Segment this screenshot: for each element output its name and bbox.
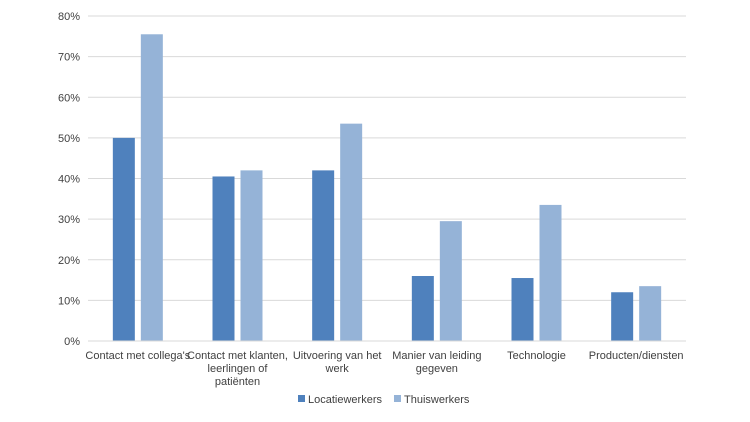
x-category-label-line: Contact met collega's: [85, 350, 190, 362]
x-category-label: Uitvoering van het werk: [293, 350, 382, 375]
bars: [112, 34, 662, 341]
legend-label-thuiswerkers: Thuiswerkers: [404, 394, 470, 406]
x-category-label-line: Uitvoering van het: [293, 350, 382, 362]
x-category-label: Producten/diensten: [589, 350, 684, 362]
bar-locatiewerkers-4: [511, 278, 534, 341]
x-category-label: Contact met collega's: [85, 350, 190, 362]
legend-label-locatiewerkers: Locatiewerkers: [308, 394, 382, 406]
bar-thuiswerkers-0: [140, 34, 163, 341]
gridlines: [88, 15, 686, 301]
bar-locatiewerkers-1: [212, 176, 235, 341]
bar-thuiswerkers-3: [439, 221, 462, 341]
y-tick-label: 10%: [58, 295, 80, 307]
x-category-label: Technologie: [507, 350, 566, 362]
legend-swatch-thuiswerkers: [393, 395, 401, 402]
x-category-label-line: leerlingen of: [208, 363, 269, 375]
x-category-label: Contact met klanten, leerlingen of patiënt…: [187, 350, 288, 388]
x-category-label-line: patiënten: [215, 376, 260, 388]
x-category-label-line: Producten/diensten: [589, 350, 684, 362]
y-tick-label: 60%: [58, 92, 80, 104]
y-tick-label: 50%: [58, 133, 80, 145]
x-category-label-line: Technologie: [507, 350, 566, 362]
bar-thuiswerkers-5: [639, 286, 662, 341]
bar-locatiewerkers-0: [112, 137, 135, 341]
x-category-label-line: Contact met klanten,: [187, 350, 288, 362]
bar-thuiswerkers-4: [539, 204, 562, 341]
x-category-label-line: werk: [325, 363, 350, 375]
legend: Locatiewerkers Thuiswerkers: [298, 394, 470, 406]
y-tick-label: 0%: [64, 336, 80, 348]
x-category-label: Manier van leiding gegeven: [392, 350, 481, 375]
bar-thuiswerkers-1: [240, 170, 263, 341]
x-category-label-line: gegeven: [416, 363, 458, 375]
bar-locatiewerkers-3: [411, 276, 434, 341]
y-tick-label: 30%: [58, 214, 80, 226]
legend-swatch-locatiewerkers: [298, 395, 305, 402]
y-tick-label: 80%: [58, 11, 80, 23]
y-axis-tick-labels: 0% 10% 20% 30% 40% 50% 60% 70% 80%: [58, 11, 80, 348]
bar-thuiswerkers-2: [340, 123, 363, 341]
x-category-label-line: Manier van leiding: [392, 350, 481, 362]
y-tick-label: 40%: [58, 174, 80, 186]
bar-locatiewerkers-5: [611, 292, 634, 341]
y-tick-label: 20%: [58, 255, 80, 267]
bar-locatiewerkers-2: [312, 170, 335, 341]
y-tick-label: 70%: [58, 52, 80, 64]
